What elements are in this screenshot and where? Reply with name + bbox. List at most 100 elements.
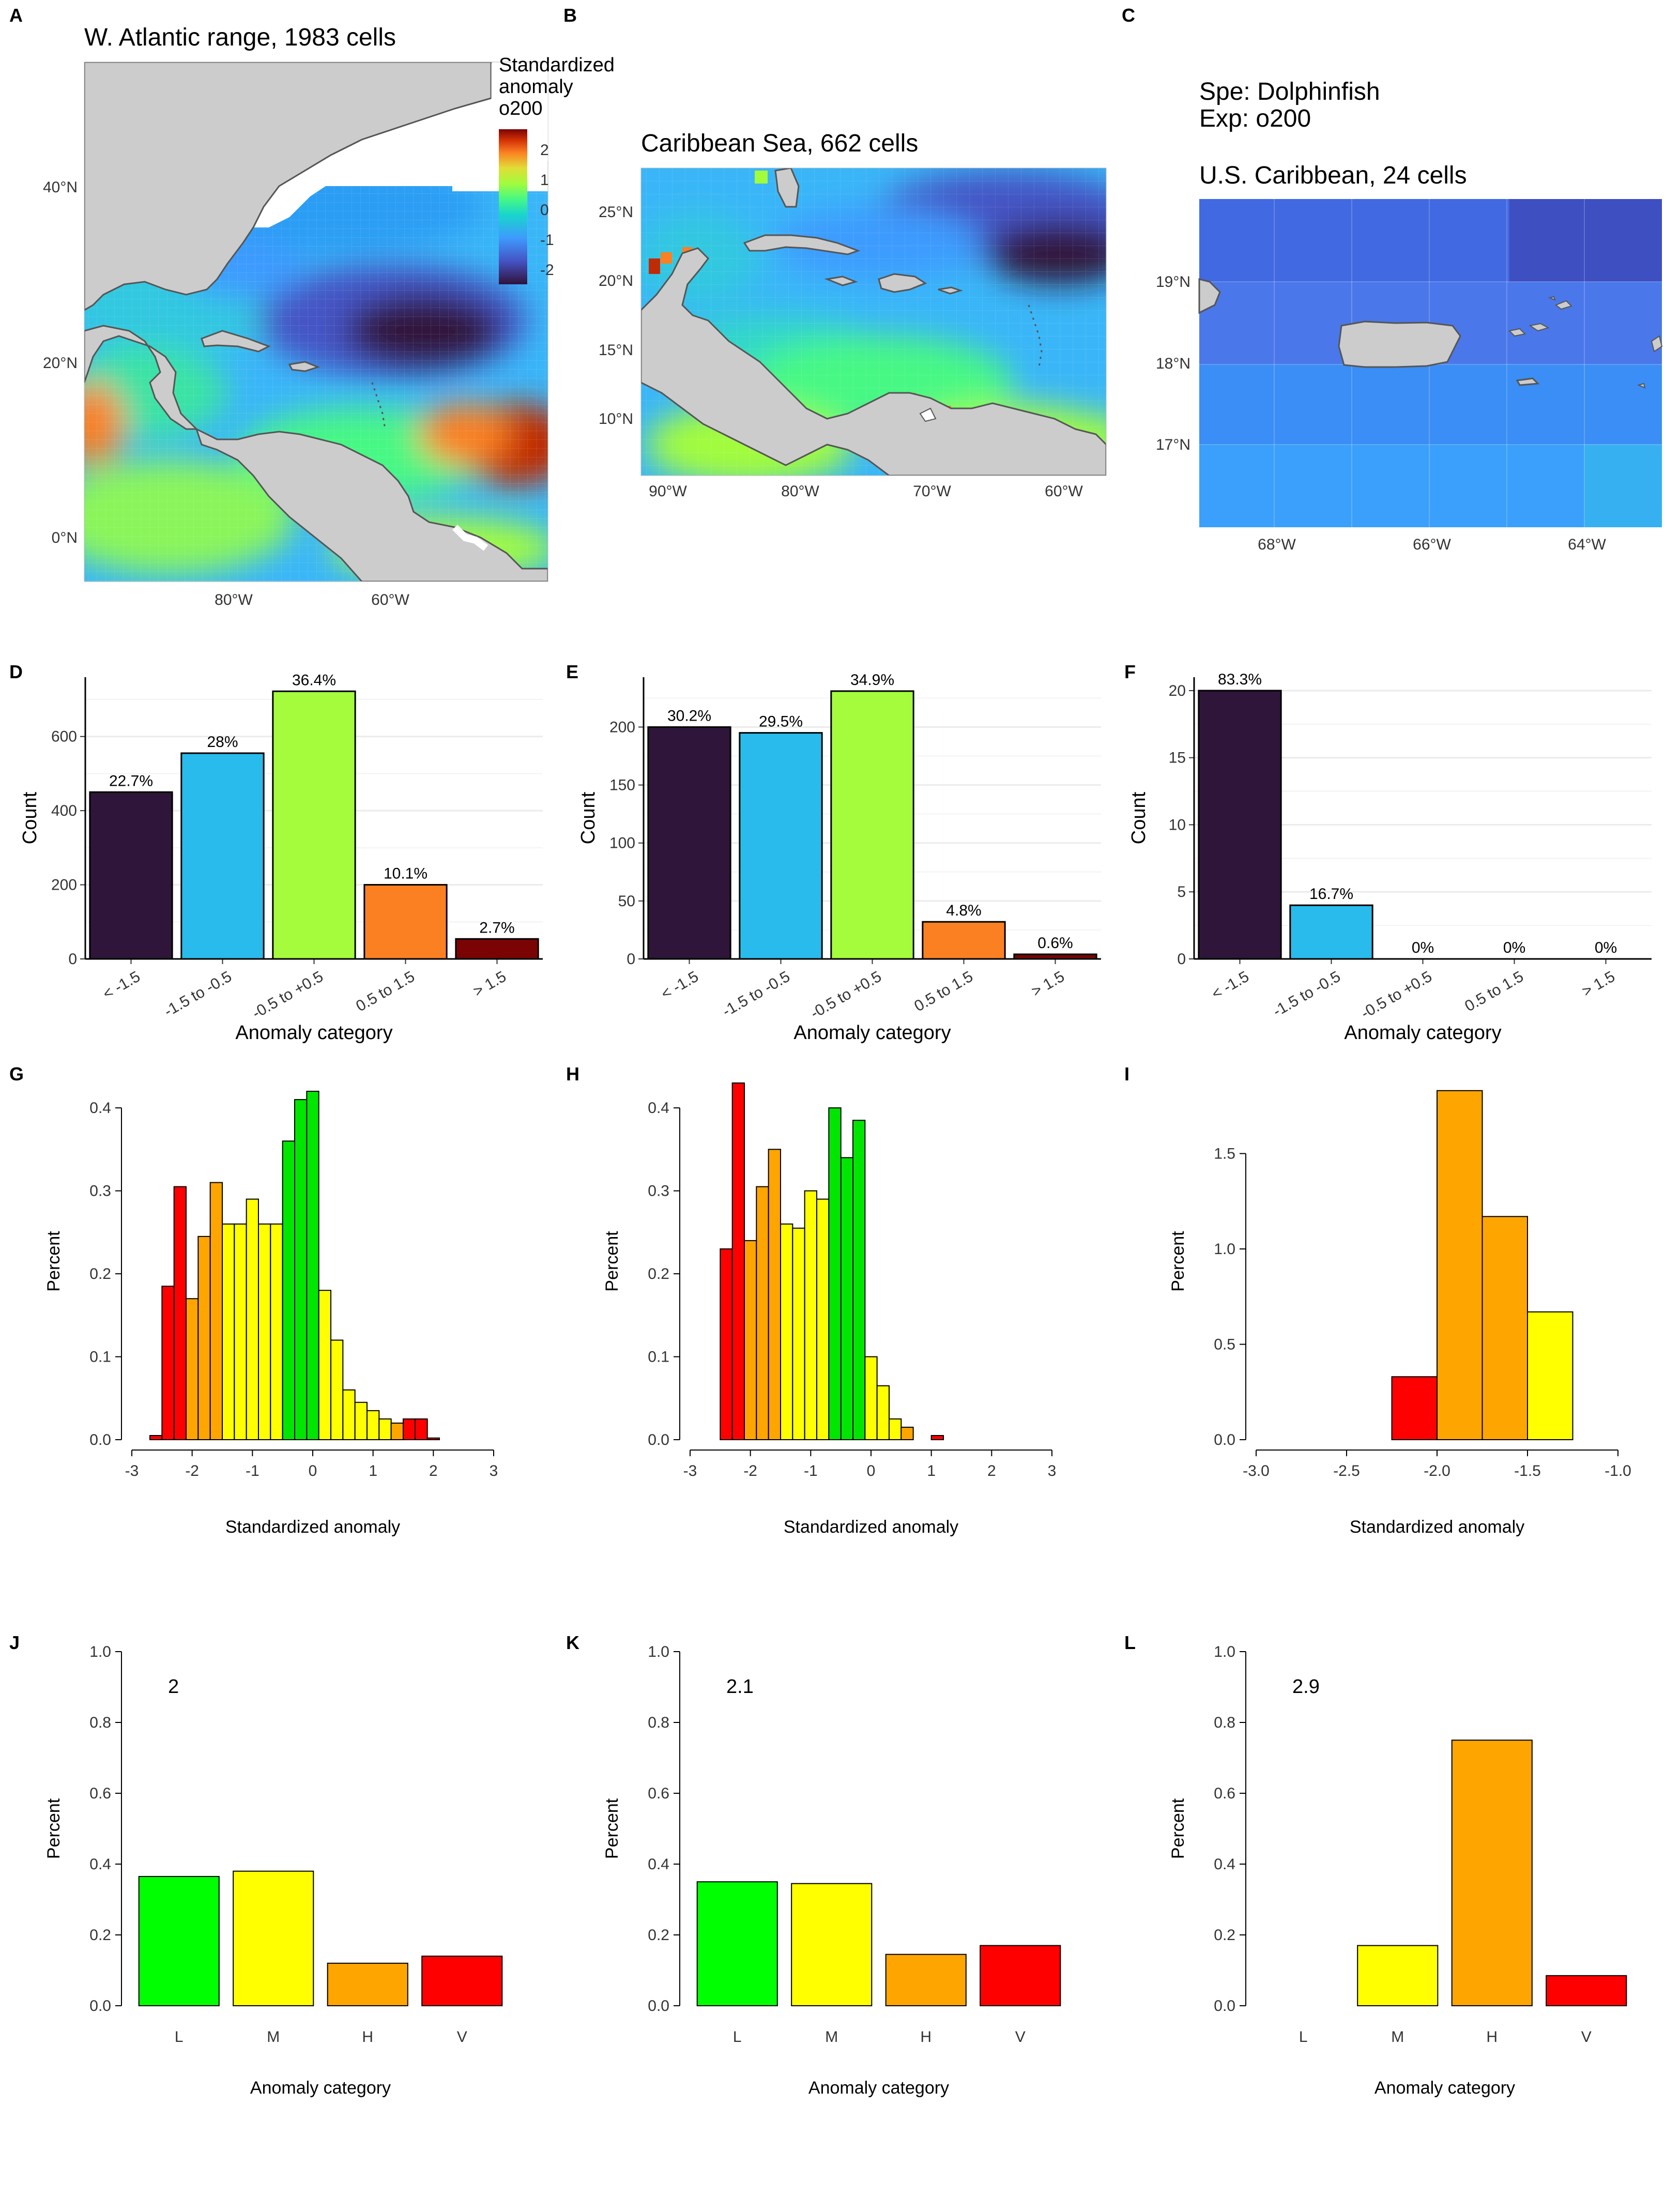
x-tick-label: -2 [185,1462,199,1479]
category-bar [647,726,731,960]
x-axis-title: Anomaly category [1344,1022,1501,1044]
category-bar [1289,904,1373,960]
category-bar [696,1881,778,2006]
category-bar [272,690,356,960]
bar-percent-label: 10.1% [384,865,427,882]
x-tick-label: > 1.5 [1029,968,1067,1000]
y-tick-label: 0.2 [89,1927,111,1944]
panel-label-c: C [1122,5,1135,26]
panel-label-b: B [563,5,577,26]
map-panel-b: B Caribbean Sea, 662 cells [563,5,1107,500]
bar-percent-label: 0.6% [1037,935,1073,952]
x-tick-label: -1.5 to -0.5 [161,968,235,1020]
chart-panel-l: L L M H V 0.0 0.2 0.4 0.6 0.8 1.0 2.9 Anomaly catego… [1124,1632,1627,2098]
histogram-bin [415,1418,428,1441]
y-tick-label: 600 [51,728,77,745]
panel-label: L [1124,1632,1136,1653]
x-tick-label: 0 [867,1462,876,1479]
category-bar [830,690,914,960]
histogram-bin [816,1198,830,1440]
histogram-bin [768,1149,781,1440]
histogram-bin [330,1339,344,1441]
map-title-c: U.S. Caribbean, 24 cells [1199,162,1467,189]
x-tick-label: H [1486,2028,1498,2046]
category-bar [791,1883,873,2007]
y-axis-title: Percent [602,1231,622,1292]
x-tick-label: -1.0 [1605,1462,1631,1479]
x-tick-label: 1 [927,1462,936,1479]
category-bar [363,884,448,960]
histogram-bin [889,1418,902,1441]
histogram-bin [197,1235,211,1440]
x-tick-label: -3 [683,1462,697,1479]
histogram-bin [426,1437,440,1441]
x-tick-label: V [457,2028,467,2046]
legend-title-line1: Standardized [499,54,615,76]
x-tick-label: -2 [743,1462,757,1479]
y-tick-label: 1.0 [89,1643,111,1660]
y-tick-label: 0.2 [1214,1927,1235,1944]
color-legend: Standardized anomaly o200 2 1 0 -1 -2 [491,54,615,284]
x-tick-label: L [733,2028,742,2046]
category-bar [1198,690,1282,960]
histogram-bin [378,1418,392,1441]
histogram-bin [756,1186,769,1440]
x-tick-label: < -1.5 [100,968,143,1002]
histogram-bin [270,1223,283,1441]
category-bar [1451,1740,1533,2006]
histogram-bin [1527,1311,1574,1441]
y-tick-label: 0.2 [89,1265,111,1283]
x-tick-label: 0.5 to 1.5 [1462,968,1526,1015]
category-bar [180,752,265,960]
histogram-bin [366,1410,380,1440]
chart-panel-k: K L M H V 0.0 0.2 0.4 0.6 0.8 1.0 2.1 Anomaly catego… [566,1632,1061,2098]
x-tick-a: 80°W [215,591,253,608]
bar-percent-label: 4.8% [946,902,981,919]
x-tick-b: 80°W [781,483,819,500]
x-axis-title: Standardized anomaly [225,1517,400,1537]
category-bar [233,1870,314,2006]
y-tick-label: 0.3 [648,1183,669,1200]
bar-percent-label: 28% [207,734,238,751]
histogram-bin [306,1091,319,1441]
category-bar [885,1954,967,2007]
x-tick-label: > 1.5 [1579,968,1618,1000]
bar-percent-label: 0% [1595,939,1617,956]
x-tick-a: 60°W [371,591,409,608]
histogram-bin [930,1435,944,1441]
x-tick-label: < -1.5 [1209,968,1252,1002]
panel-label: K [566,1632,579,1653]
y-tick-label: 200 [51,877,77,894]
x-tick-label: -2.5 [1333,1462,1360,1479]
y-tick-label: 400 [51,802,77,819]
y-tick-b: 15°N [599,342,633,359]
x-tick-label: -3 [125,1462,139,1479]
histogram-bin [852,1120,866,1440]
y-tick-b: 20°N [599,272,633,289]
bar-percent-label: 29.5% [759,713,803,730]
x-tick-label: H [920,2028,931,2046]
x-tick-label: < -1.5 [658,968,701,1002]
legend-colorbar [499,129,527,284]
y-tick-label: 0.6 [648,1785,669,1802]
y-tick-label: 15 [1169,750,1186,767]
chart-panel-h: H -3 -2 -1 0 1 2 3 0.0 0.1 0.2 0.3 0.4 Standardized a… [566,1063,1056,1537]
histogram-bin [234,1223,247,1441]
y-tick-label: 0.4 [89,1856,111,1873]
histogram-bin [282,1140,296,1441]
x-tick-label: -1.5 [1514,1462,1541,1479]
y-axis-title: Count [1128,791,1150,844]
x-tick-label: -3.0 [1243,1462,1270,1479]
x-tick-label: -1.5 to -0.5 [1270,968,1343,1020]
y-tick-label: 0.0 [648,1997,669,2015]
histogram-bin [149,1435,163,1441]
y-axis-title: Percent [1168,1798,1188,1859]
x-tick-label: 0.5 to 1.5 [353,968,418,1015]
y-tick-label: 0.8 [1214,1714,1235,1731]
x-tick-label: M [267,2028,280,2046]
y-tick-label: 1.0 [1214,1241,1235,1258]
y-tick-label: 0.0 [648,1431,669,1448]
histogram-bin [780,1223,793,1441]
bar-percent-label: 2.7% [479,919,514,936]
